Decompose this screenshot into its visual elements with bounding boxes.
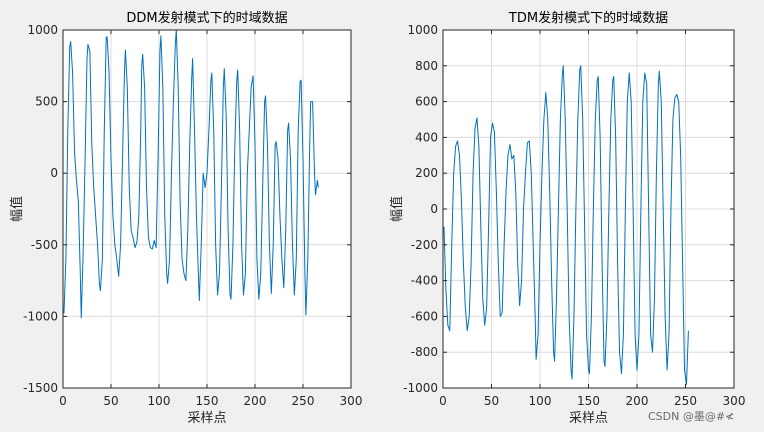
x-tick-label: 100: [148, 394, 171, 408]
x-axis-label: 采样点: [187, 411, 226, 426]
y-tick-label: 200: [415, 166, 438, 180]
y-tick-label: 1000: [27, 23, 58, 37]
y-tick-label: -500: [31, 238, 58, 252]
x-tick-label: 150: [196, 394, 219, 408]
y-axis-label: 幅值: [389, 196, 405, 222]
watermark-text: CSDN @墨@#≮: [648, 410, 734, 423]
x-tick-label: 50: [103, 394, 118, 408]
y-tick-label: -400: [411, 274, 438, 288]
y-tick-label: -1500: [23, 381, 58, 395]
y-tick-label: 0: [50, 166, 58, 180]
x-tick-label: 250: [292, 394, 315, 408]
chart-title: TDM发射模式下的时域数据: [508, 10, 668, 26]
y-tick-label: 800: [415, 59, 438, 73]
y-tick-label: 1000: [407, 23, 438, 37]
y-tick-label: 400: [415, 130, 438, 144]
y-tick-label: 500: [35, 95, 58, 109]
series-line: [63, 29, 319, 319]
x-tick-label: 100: [529, 394, 552, 408]
chart-tdm: 0 50 100 150 200 250 300 -1000 -800 -600 -400 -200 0…: [389, 10, 745, 426]
x-tick-label: 0: [439, 394, 447, 408]
chart-title: DDM发射模式下的时域数据: [126, 10, 287, 26]
y-tick-label: 0: [430, 202, 438, 216]
x-tick-label: 300: [340, 394, 363, 408]
y-tick-label: -800: [411, 345, 438, 359]
chart-ddm: 0 50 100 150 200 250 300 -1500 -1000 -500 0 500 1000…: [9, 10, 362, 426]
x-axis-label: 采样点: [569, 411, 608, 426]
y-axis-label: 幅值: [9, 196, 25, 222]
x-tick-label: 300: [723, 394, 746, 408]
x-tick-label: 200: [626, 394, 649, 408]
y-tick-label: -600: [411, 309, 438, 323]
x-tick-label: 250: [674, 394, 697, 408]
y-tick-label: -1000: [23, 309, 58, 323]
x-tick-label: 50: [484, 394, 499, 408]
x-tick-label: 200: [244, 394, 267, 408]
y-tick-label: -1000: [403, 381, 438, 395]
y-tick-label: -200: [411, 238, 438, 252]
y-tick-label: 600: [415, 95, 438, 109]
x-tick-label: 0: [59, 394, 67, 408]
series-line: [443, 65, 689, 385]
x-tick-label: 150: [577, 394, 600, 408]
